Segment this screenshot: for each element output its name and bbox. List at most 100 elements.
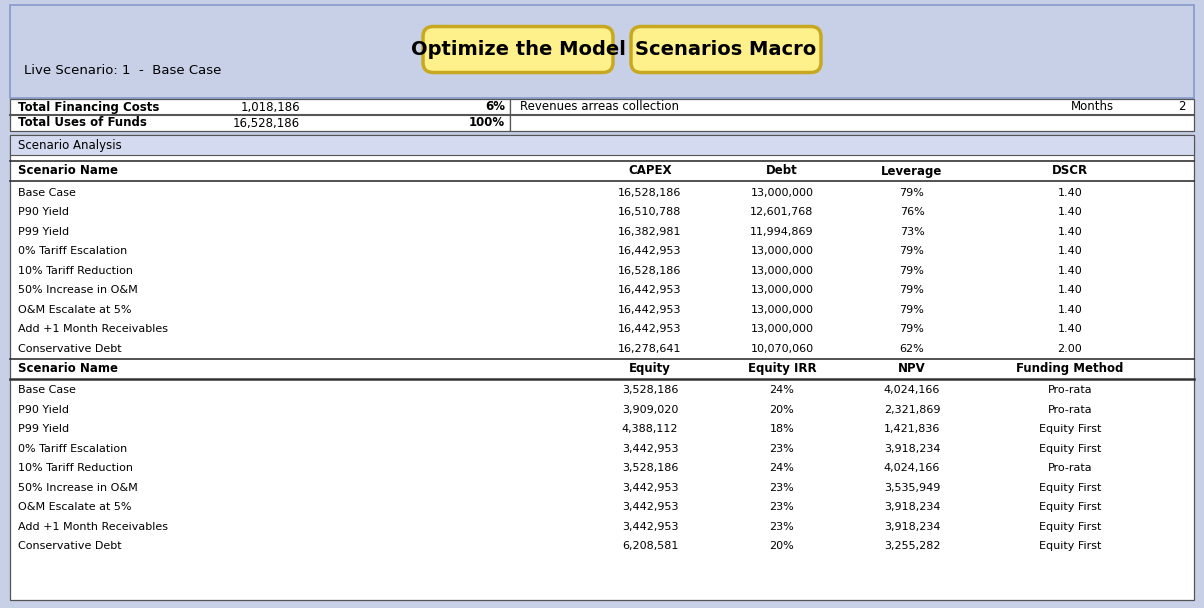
- Text: P90 Yield: P90 Yield: [18, 207, 69, 217]
- Text: 11,994,869: 11,994,869: [750, 227, 814, 237]
- Text: 23%: 23%: [769, 522, 795, 532]
- Text: DSCR: DSCR: [1052, 165, 1088, 178]
- Text: Equity First: Equity First: [1039, 424, 1102, 434]
- FancyBboxPatch shape: [423, 27, 613, 72]
- Text: 16,382,981: 16,382,981: [618, 227, 681, 237]
- Text: Total Uses of Funds: Total Uses of Funds: [18, 117, 147, 130]
- Text: 1.40: 1.40: [1057, 227, 1082, 237]
- Text: Pro-rata: Pro-rata: [1047, 463, 1092, 473]
- Text: O&M Escalate at 5%: O&M Escalate at 5%: [18, 305, 131, 315]
- Text: 79%: 79%: [899, 285, 925, 295]
- Text: Add +1 Month Receivables: Add +1 Month Receivables: [18, 522, 169, 532]
- Text: Equity First: Equity First: [1039, 483, 1102, 492]
- Text: 10% Tariff Reduction: 10% Tariff Reduction: [18, 463, 132, 473]
- Text: Total Financing Costs: Total Financing Costs: [18, 100, 159, 114]
- Text: 2,321,869: 2,321,869: [884, 405, 940, 415]
- Text: Conservative Debt: Conservative Debt: [18, 344, 122, 354]
- Text: 1.40: 1.40: [1057, 207, 1082, 217]
- Text: 18%: 18%: [769, 424, 795, 434]
- Text: 10,070,060: 10,070,060: [750, 344, 814, 354]
- Text: 24%: 24%: [769, 385, 795, 395]
- Text: 13,000,000: 13,000,000: [750, 305, 814, 315]
- Text: 1,421,836: 1,421,836: [884, 424, 940, 434]
- Text: Months: Months: [1070, 100, 1114, 114]
- Text: 100%: 100%: [468, 117, 504, 130]
- Text: Scenario Name: Scenario Name: [18, 362, 118, 375]
- Text: 20%: 20%: [769, 405, 795, 415]
- Text: Revenues arreas collection: Revenues arreas collection: [520, 100, 679, 114]
- Text: 13,000,000: 13,000,000: [750, 266, 814, 276]
- Text: 16,278,641: 16,278,641: [618, 344, 681, 354]
- Text: 3,918,234: 3,918,234: [884, 502, 940, 513]
- Text: Pro-rata: Pro-rata: [1047, 385, 1092, 395]
- Text: 76%: 76%: [899, 207, 925, 217]
- Text: 50% Increase in O&M: 50% Increase in O&M: [18, 483, 137, 492]
- Text: 3,528,186: 3,528,186: [621, 463, 678, 473]
- Text: 16,528,186: 16,528,186: [619, 188, 681, 198]
- Text: Funding Method: Funding Method: [1016, 362, 1123, 375]
- Text: Equity: Equity: [628, 362, 671, 375]
- Text: Scenarios Macro: Scenarios Macro: [636, 40, 816, 59]
- Text: 79%: 79%: [899, 305, 925, 315]
- Text: Base Case: Base Case: [18, 385, 76, 395]
- Text: Live Scenario: 1  -  Base Case: Live Scenario: 1 - Base Case: [24, 63, 222, 77]
- Bar: [10, 5, 1194, 98]
- Text: 1,018,186: 1,018,186: [241, 100, 300, 114]
- Text: 10% Tariff Reduction: 10% Tariff Reduction: [18, 266, 132, 276]
- Text: 1.40: 1.40: [1057, 266, 1082, 276]
- Text: 16,528,186: 16,528,186: [232, 117, 300, 130]
- Text: 16,442,953: 16,442,953: [618, 305, 681, 315]
- Text: Scenario Name: Scenario Name: [18, 165, 118, 178]
- Text: 1.40: 1.40: [1057, 188, 1082, 198]
- Text: 4,024,166: 4,024,166: [884, 463, 940, 473]
- Text: 12,601,768: 12,601,768: [750, 207, 814, 217]
- FancyBboxPatch shape: [631, 27, 821, 72]
- Text: 3,909,020: 3,909,020: [621, 405, 678, 415]
- Text: 23%: 23%: [769, 502, 795, 513]
- Text: 3,442,953: 3,442,953: [621, 522, 678, 532]
- Text: P99 Yield: P99 Yield: [18, 227, 69, 237]
- Text: 13,000,000: 13,000,000: [750, 324, 814, 334]
- Text: 16,442,953: 16,442,953: [618, 246, 681, 256]
- Text: 13,000,000: 13,000,000: [750, 188, 814, 198]
- Text: 3,255,282: 3,255,282: [884, 541, 940, 551]
- Text: 79%: 79%: [899, 246, 925, 256]
- Text: Base Case: Base Case: [18, 188, 76, 198]
- Text: 2.00: 2.00: [1057, 344, 1082, 354]
- Text: 2: 2: [1179, 100, 1186, 114]
- Bar: [10, 135, 1194, 155]
- Text: 3,528,186: 3,528,186: [621, 385, 678, 395]
- Text: Optimize the Model: Optimize the Model: [411, 40, 625, 59]
- Text: P90 Yield: P90 Yield: [18, 405, 69, 415]
- Text: 1.40: 1.40: [1057, 246, 1082, 256]
- Text: NPV: NPV: [898, 362, 926, 375]
- Text: 79%: 79%: [899, 266, 925, 276]
- Text: 23%: 23%: [769, 444, 795, 454]
- Text: 79%: 79%: [899, 188, 925, 198]
- Text: 13,000,000: 13,000,000: [750, 285, 814, 295]
- Text: 50% Increase in O&M: 50% Increase in O&M: [18, 285, 137, 295]
- Text: 16,442,953: 16,442,953: [618, 285, 681, 295]
- Text: 16,528,186: 16,528,186: [619, 266, 681, 276]
- Bar: [10, 135, 1194, 600]
- Text: 3,918,234: 3,918,234: [884, 444, 940, 454]
- Text: Equity First: Equity First: [1039, 522, 1102, 532]
- Text: 20%: 20%: [769, 541, 795, 551]
- Text: 0% Tariff Escalation: 0% Tariff Escalation: [18, 444, 128, 454]
- Text: 3,918,234: 3,918,234: [884, 522, 940, 532]
- Text: 1.40: 1.40: [1057, 324, 1082, 334]
- Text: Scenario Analysis: Scenario Analysis: [18, 139, 122, 151]
- Text: 3,442,953: 3,442,953: [621, 444, 678, 454]
- Text: CAPEX: CAPEX: [628, 165, 672, 178]
- Text: 23%: 23%: [769, 483, 795, 492]
- Text: 1.40: 1.40: [1057, 305, 1082, 315]
- Text: Equity First: Equity First: [1039, 444, 1102, 454]
- Text: 73%: 73%: [899, 227, 925, 237]
- Text: P99 Yield: P99 Yield: [18, 424, 69, 434]
- Text: 0% Tariff Escalation: 0% Tariff Escalation: [18, 246, 128, 256]
- Text: 4,024,166: 4,024,166: [884, 385, 940, 395]
- Text: Pro-rata: Pro-rata: [1047, 405, 1092, 415]
- Text: O&M Escalate at 5%: O&M Escalate at 5%: [18, 502, 131, 513]
- Text: Add +1 Month Receivables: Add +1 Month Receivables: [18, 324, 169, 334]
- Text: 13,000,000: 13,000,000: [750, 246, 814, 256]
